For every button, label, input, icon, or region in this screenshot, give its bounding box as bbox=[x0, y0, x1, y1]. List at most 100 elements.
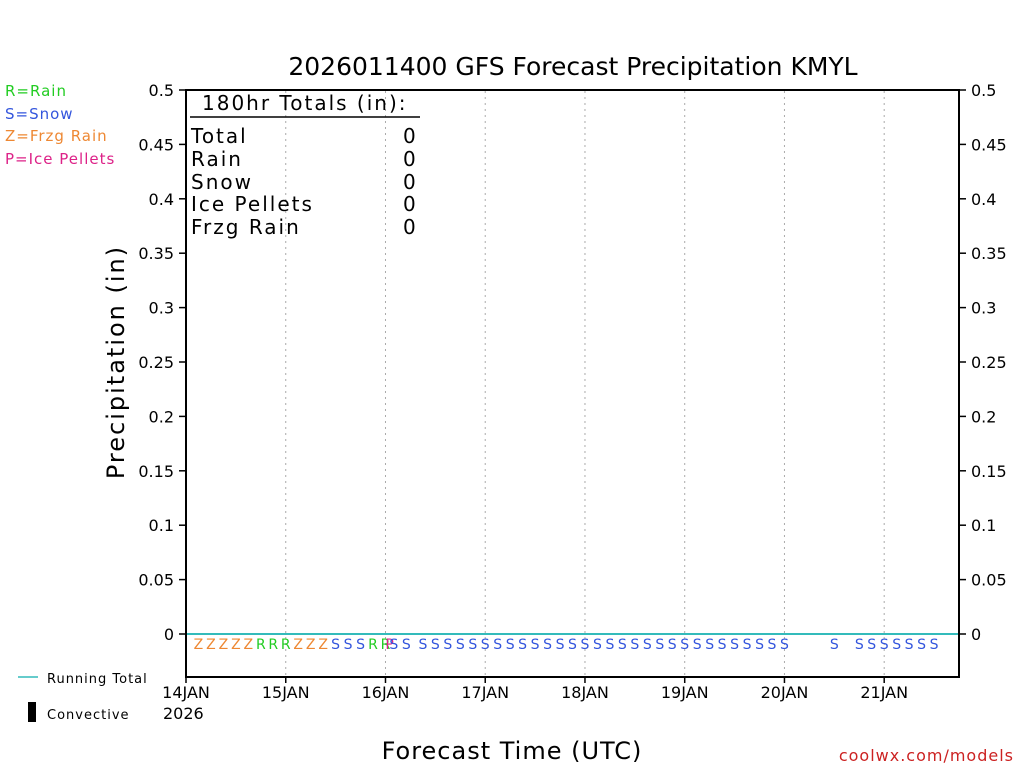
y-tick-label-left: 0.45 bbox=[138, 135, 174, 154]
x-tick-label: 17JAN bbox=[461, 683, 509, 702]
y-tick-label-left: 0.25 bbox=[138, 353, 174, 372]
running-total-legend-label: Running Total bbox=[47, 672, 148, 687]
chart-title: 2026011400 GFS Forecast Precipitation KM… bbox=[288, 52, 857, 81]
ptype-code-s: S bbox=[780, 637, 789, 653]
y-tick-label-right: 0.4 bbox=[971, 190, 996, 209]
ptype-code-s: S bbox=[718, 637, 727, 653]
ptype-code-s: S bbox=[431, 637, 440, 653]
ptype-code-s: S bbox=[880, 637, 889, 653]
ptype-code-z: Z bbox=[206, 637, 216, 653]
y-tick-label-right: 0.05 bbox=[971, 571, 1007, 590]
x-tick-label: 16JAN bbox=[362, 683, 410, 702]
series-legend: Running Total Convective bbox=[18, 672, 148, 723]
legend-ice-pellets: P=Ice Pellets bbox=[5, 150, 115, 168]
ptype-code-s: S bbox=[402, 637, 411, 653]
totals-value-snow: 0 bbox=[403, 170, 416, 194]
x-axis: 14JAN 15JAN 16JAN 17JAN 18JAN 19JAN 20JAN 21JAN bbox=[162, 677, 908, 702]
y-tick-label-left: 0.3 bbox=[149, 299, 174, 318]
credit-text: coolwx.com/models bbox=[839, 746, 1014, 765]
ptype-code-s: S bbox=[830, 637, 839, 653]
precip-type-codes: Z Z Z Z Z R R R Z Z Z S S S R RPS S S S S S S S S S S S S S S S S S S S S S S… bbox=[194, 637, 939, 653]
ptype-code-s: S bbox=[855, 637, 864, 653]
ptype-code-s: S bbox=[605, 637, 614, 653]
y-tick-label-right: 0.5 bbox=[971, 81, 996, 100]
ptype-code-s: S bbox=[768, 637, 777, 653]
ptype-code-z: Z bbox=[318, 637, 328, 653]
ptype-code-z: Z bbox=[244, 637, 254, 653]
ptype-code-s: S bbox=[556, 637, 565, 653]
plot-frame bbox=[185, 89, 960, 678]
y-tick-label-left: 0.4 bbox=[149, 190, 174, 209]
y-tick-label-left: 0.2 bbox=[149, 407, 174, 426]
legend-frzg-rain: Z=Frzg Rain bbox=[5, 127, 108, 145]
ptype-code-s: S bbox=[568, 637, 577, 653]
y-axis-left: 0.5 0.45 0.4 0.35 0.3 0.25 0.2 0.15 0.1 0.05 0 bbox=[138, 81, 186, 644]
ptype-code-s: S bbox=[867, 637, 876, 653]
y-tick-label-right: 0.45 bbox=[971, 135, 1007, 154]
convective-legend-label: Convective bbox=[47, 708, 130, 723]
ptype-code-s: S bbox=[389, 637, 398, 653]
ptype-code-s: S bbox=[344, 637, 353, 653]
x-tick-label: 14JAN bbox=[162, 683, 210, 702]
ptype-code-r: R bbox=[256, 637, 266, 653]
y-tick-label-right: 0.3 bbox=[971, 299, 996, 318]
ptype-code-s: S bbox=[905, 637, 914, 653]
ptype-code-s: S bbox=[618, 637, 627, 653]
convective-legend-swatch bbox=[28, 702, 36, 722]
ptype-code-s: S bbox=[356, 637, 365, 653]
ptype-code-s: S bbox=[456, 637, 465, 653]
ptype-code-s: S bbox=[531, 637, 540, 653]
ptype-code-s: S bbox=[680, 637, 689, 653]
vertical-gridlines bbox=[285, 91, 885, 676]
y-tick-label-right: 0.35 bbox=[971, 244, 1007, 263]
ptype-code-r: R bbox=[381, 637, 391, 653]
ptype-code-z: Z bbox=[219, 637, 229, 653]
x-axis-label: Forecast Time (UTC) bbox=[382, 737, 643, 765]
x-tick-label: 15JAN bbox=[262, 683, 310, 702]
ptype-code-z: Z bbox=[194, 637, 204, 653]
ptype-code-z: Z bbox=[306, 637, 316, 653]
ptype-code-s: S bbox=[418, 637, 427, 653]
y-axis-label: Precipitation (in) bbox=[102, 245, 130, 479]
y-tick-label-left: 0 bbox=[164, 625, 174, 644]
ptype-code-s: S bbox=[468, 637, 477, 653]
totals-value-total: 0 bbox=[403, 124, 416, 148]
totals-label-frzg-rain: Frzg Rain bbox=[191, 215, 301, 239]
x-tick-label: 18JAN bbox=[561, 683, 609, 702]
ptype-code-r: R bbox=[368, 637, 378, 653]
ptype-code-s: S bbox=[668, 637, 677, 653]
ptype-code-s: S bbox=[743, 637, 752, 653]
ptype-code-s: S bbox=[917, 637, 926, 653]
ptype-code-p: P bbox=[385, 637, 393, 653]
ptype-code-s: S bbox=[693, 637, 702, 653]
precip-type-legend: R=Rain S=Snow Z=Frzg Rain P=Ice Pellets bbox=[5, 82, 115, 168]
ptype-code-s: S bbox=[755, 637, 764, 653]
ptype-code-s: S bbox=[331, 637, 340, 653]
x-tick-label: 19JAN bbox=[661, 683, 709, 702]
ptype-code-s: S bbox=[593, 637, 602, 653]
y-tick-label-left: 0.15 bbox=[138, 462, 174, 481]
ptype-code-s: S bbox=[493, 637, 502, 653]
ptype-code-z: Z bbox=[293, 637, 303, 653]
totals-value-ice-pellets: 0 bbox=[403, 192, 416, 216]
legend-rain: R=Rain bbox=[5, 82, 67, 100]
ptype-code-s: S bbox=[655, 637, 664, 653]
x-tick-label: 20JAN bbox=[761, 683, 809, 702]
y-axis-right: 0.5 0.45 0.4 0.35 0.3 0.25 0.2 0.15 0.1 0.05 0 bbox=[959, 81, 1007, 644]
y-tick-label-left: 0.05 bbox=[138, 571, 174, 590]
ptype-code-s: S bbox=[643, 637, 652, 653]
totals-label-ice-pellets: Ice Pellets bbox=[191, 192, 314, 216]
totals-box: 180hr Totals (in): Total 0 Rain 0 Snow 0… bbox=[190, 91, 420, 239]
y-tick-label-left: 0.1 bbox=[149, 516, 174, 535]
ptype-code-s: S bbox=[481, 637, 490, 653]
ptype-code-s: S bbox=[892, 637, 901, 653]
ptype-code-r: R bbox=[281, 637, 291, 653]
totals-value-rain: 0 bbox=[403, 147, 416, 171]
ptype-code-s: S bbox=[730, 637, 739, 653]
ptype-code-s: S bbox=[443, 637, 452, 653]
ptype-code-s: S bbox=[630, 637, 639, 653]
y-tick-label-left: 0.5 bbox=[149, 81, 174, 100]
legend-snow: S=Snow bbox=[5, 105, 74, 123]
totals-heading: 180hr Totals (in): bbox=[202, 91, 408, 115]
